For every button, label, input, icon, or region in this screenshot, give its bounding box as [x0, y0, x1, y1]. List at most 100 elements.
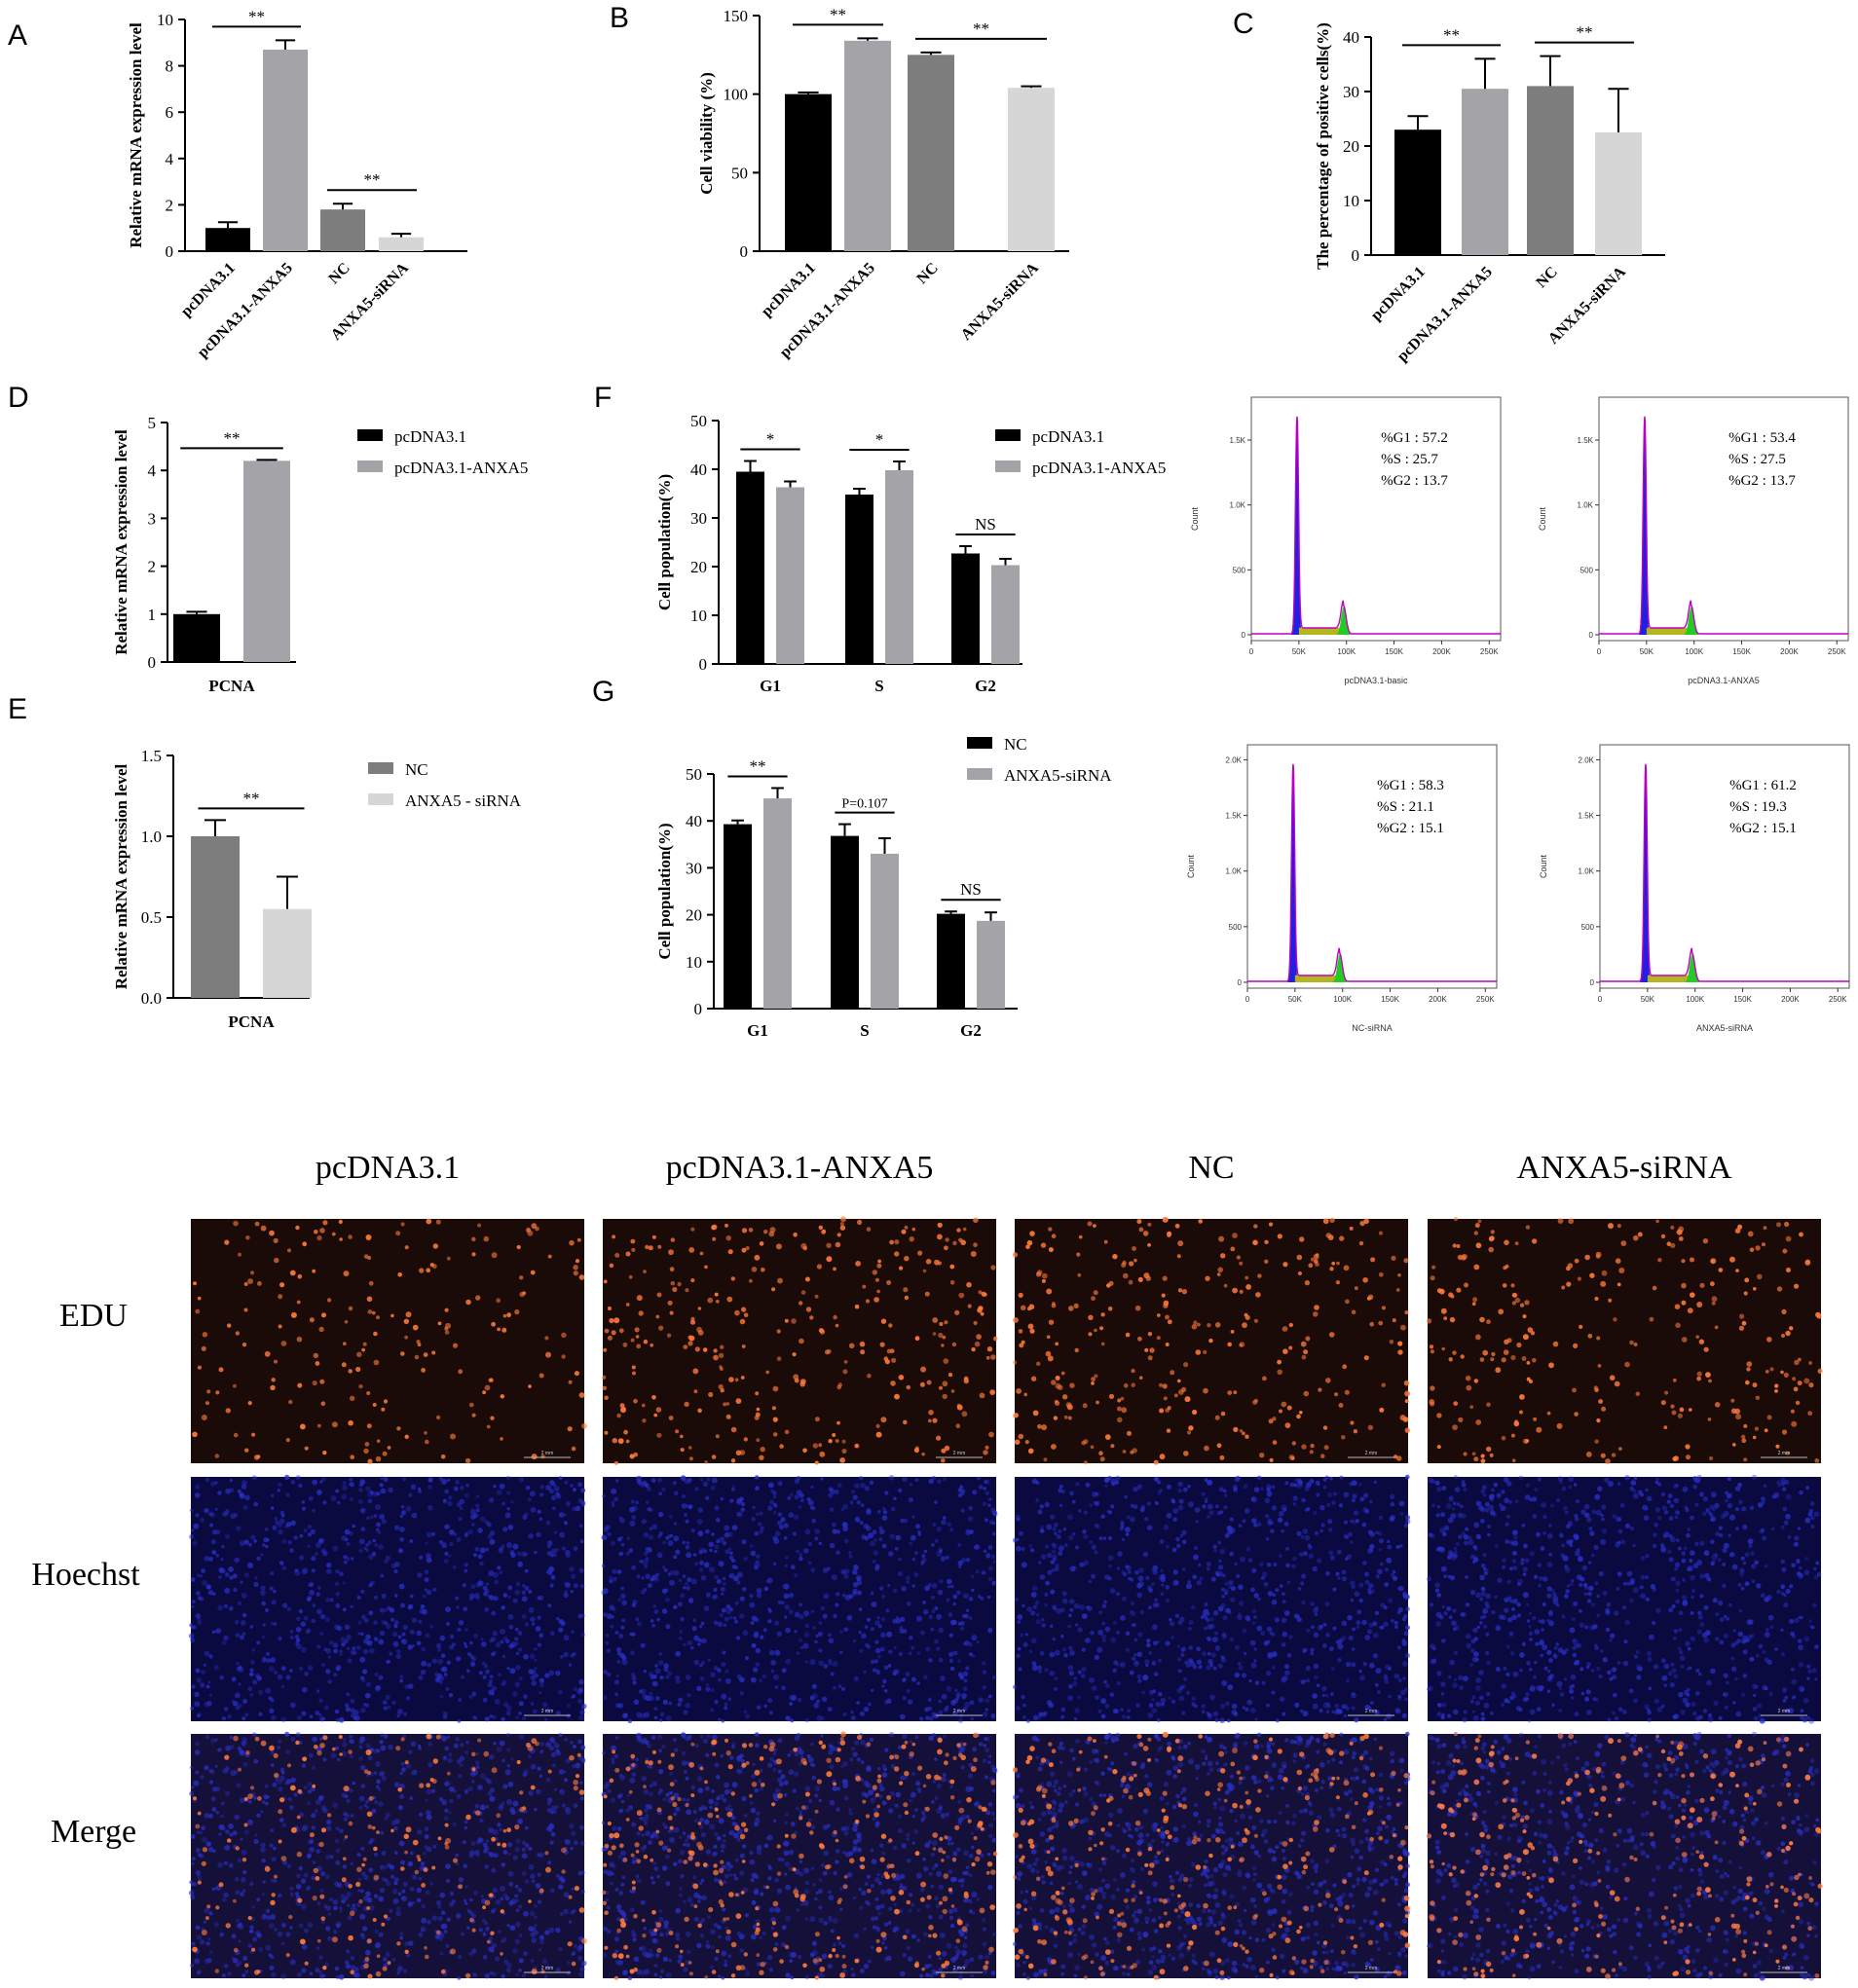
nucleus-dot — [1613, 1610, 1619, 1616]
nucleus-dot — [228, 1605, 234, 1611]
nucleus-dot — [1106, 1509, 1110, 1514]
nucleus-dot — [1175, 1536, 1180, 1542]
nucleus-dot — [500, 1639, 504, 1644]
edu-dot — [883, 1356, 889, 1361]
nucleus-dot — [221, 1716, 227, 1721]
nucleus-dot — [1571, 1617, 1576, 1622]
nucleus-dot — [736, 1580, 741, 1585]
nucleus-dot — [977, 1595, 982, 1599]
nucleus-dot — [1441, 1638, 1446, 1643]
nucleus-dot — [1282, 1675, 1288, 1682]
edu-dot — [708, 1391, 714, 1398]
edu-dot — [1464, 1282, 1468, 1288]
nucleus-dot — [528, 1533, 534, 1539]
nucleus-dot — [774, 1649, 781, 1656]
nucleus-dot — [988, 1497, 992, 1501]
edu-dot — [1253, 1318, 1258, 1323]
nucleus-dot — [955, 1692, 961, 1698]
nucleus-dot — [506, 1667, 510, 1671]
nucleus-dot — [222, 1511, 228, 1517]
edu-dot — [363, 1254, 369, 1259]
edu-dot — [1785, 1330, 1791, 1337]
nucleus-dot — [1187, 1580, 1191, 1584]
nucleus-dot — [1776, 1480, 1781, 1486]
nucleus-dot — [492, 1714, 497, 1720]
nucleus-dot — [1353, 1510, 1359, 1516]
nucleus-dot — [922, 1601, 926, 1604]
edu-dot — [192, 1431, 198, 1438]
edu-dot — [651, 1395, 656, 1400]
edu-dot — [419, 1268, 425, 1273]
edu-dot — [1431, 1265, 1436, 1270]
column-header: ANXA5-siRNA — [1517, 1150, 1732, 1186]
edu-dot — [1479, 1316, 1485, 1323]
g1-peak-fill — [1291, 417, 1303, 635]
nucleus-dot — [1109, 1692, 1115, 1697]
nucleus-dot — [1529, 1638, 1533, 1641]
nucleus-dot — [777, 1601, 782, 1604]
nucleus-dot — [359, 1507, 366, 1514]
nucleus-dot — [1469, 1663, 1473, 1667]
nucleus-dot — [1069, 1599, 1075, 1604]
nucleus-dot — [796, 1475, 801, 1481]
edu-dot — [1125, 1332, 1131, 1338]
nucleus-dot — [818, 1660, 824, 1667]
nucleus-dot — [289, 1629, 294, 1634]
nucleus-dot — [772, 1674, 779, 1680]
bar-s1-g1 — [885, 470, 913, 664]
nucleus-dot — [828, 1633, 832, 1638]
nucleus-dot — [1320, 1523, 1325, 1528]
nucleus-dot — [988, 1576, 993, 1582]
nucleus-dot — [832, 1661, 838, 1667]
nucleus-dot — [528, 1606, 535, 1613]
nucleus-dot — [316, 1592, 321, 1597]
edu-dot — [725, 1402, 730, 1406]
edu-dot — [670, 1280, 676, 1286]
nucleus-dot — [968, 1505, 974, 1511]
nucleus-dot — [206, 1585, 211, 1589]
nucleus-dot — [515, 1665, 521, 1671]
nucleus-dot — [1803, 1636, 1810, 1642]
nucleus-dot — [1098, 1610, 1103, 1615]
edu-dot — [403, 1318, 409, 1325]
edu-dot — [1486, 1402, 1491, 1408]
nucleus-dot — [1120, 1615, 1126, 1621]
nucleus-dot — [1375, 1574, 1380, 1579]
nucleus-dot — [985, 1491, 989, 1495]
nucleus-dot — [1319, 1708, 1323, 1713]
edu-dot — [1308, 1263, 1314, 1269]
nucleus-dot — [877, 1624, 882, 1629]
nucleus-dot — [1526, 1660, 1531, 1666]
edu-dot — [300, 1423, 306, 1430]
nucleus-dot — [329, 1598, 334, 1602]
nucleus-dot — [1133, 1661, 1139, 1667]
nucleus-dot — [678, 1578, 683, 1583]
nucleus-dot — [372, 1491, 378, 1497]
nucleus-dot — [1369, 1662, 1375, 1669]
edu-dot — [1018, 1329, 1023, 1334]
edu-dot — [613, 1317, 620, 1324]
nucleus-dot — [728, 1616, 733, 1620]
nucleus-dot — [289, 1669, 293, 1673]
nucleus-dot — [249, 1625, 254, 1629]
edu-dot — [326, 1298, 332, 1303]
edu-dot — [375, 1455, 382, 1462]
nucleus-dot — [1148, 1605, 1152, 1610]
edu-dot — [264, 1350, 271, 1357]
edu-dot — [638, 1310, 644, 1316]
nucleus-dot — [710, 1688, 715, 1693]
edu-dot — [1106, 1283, 1111, 1288]
nucleus-dot — [723, 1576, 726, 1581]
edu-dot — [362, 1342, 367, 1346]
edu-dot — [1216, 1272, 1221, 1276]
edu-dot — [423, 1352, 428, 1357]
edu-dot — [500, 1394, 504, 1399]
edu-dot — [1279, 1409, 1282, 1414]
nucleus-dot — [1791, 1563, 1796, 1568]
nucleus-dot — [1220, 1587, 1225, 1592]
nucleus-dot — [794, 1611, 800, 1618]
edu-dot — [273, 1237, 279, 1243]
y-tick-label: 10 — [686, 953, 702, 972]
y-axis-label: Cell population(%) — [655, 474, 674, 610]
nucleus-dot — [661, 1588, 668, 1594]
